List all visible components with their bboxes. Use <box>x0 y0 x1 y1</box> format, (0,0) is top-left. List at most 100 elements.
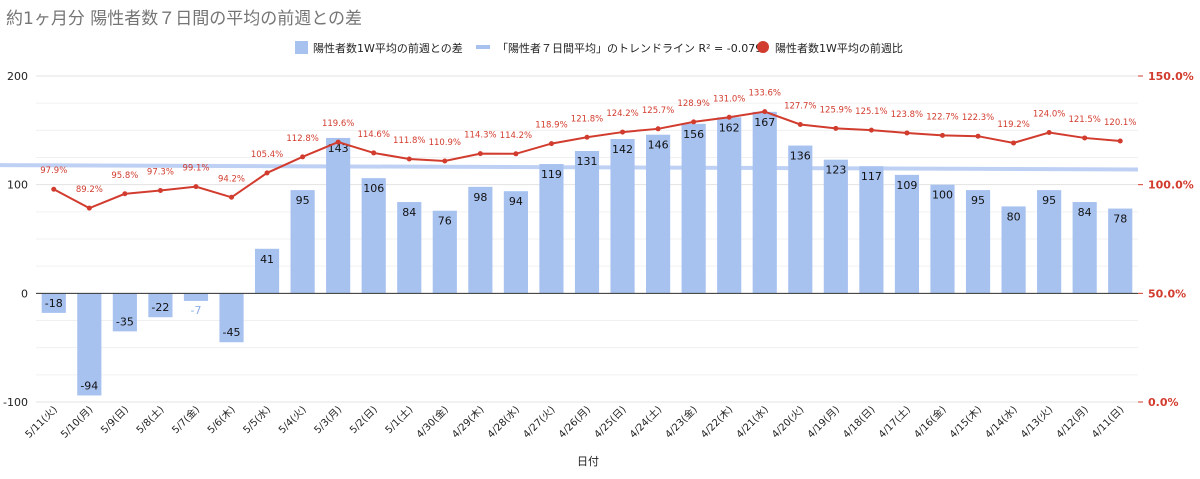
legend-swatch-bar <box>295 41 308 54</box>
ratio-value-label: 124.0% <box>1033 110 1065 120</box>
bar <box>77 293 102 396</box>
bar <box>930 184 955 294</box>
ratio-point <box>193 184 199 190</box>
bar <box>646 134 671 294</box>
ratio-line-series <box>51 109 1123 211</box>
ratio-value-label: 110.9% <box>429 138 461 148</box>
x-tick-label: 4/30(金) <box>413 403 451 441</box>
bar-value-label: -18 <box>45 297 63 310</box>
bar-value-label: 117 <box>861 170 882 183</box>
right-tick-label: 150.0% <box>1148 70 1194 83</box>
ratio-value-label: 94.2% <box>218 174 245 184</box>
bar-value-label: 98 <box>473 191 487 204</box>
bar <box>681 123 706 294</box>
ratio-point <box>833 125 839 131</box>
bar-value-label: 94 <box>509 195 523 208</box>
x-tick-label: 4/17(土) <box>875 403 913 441</box>
ratio-value-label: 99.1% <box>182 164 209 174</box>
x-axis-ticks: 5/11(火) 5/10(月) 5/9(日) 5/8(土) 5/7(金) 5/6(木) 5/… <box>23 403 1126 441</box>
bar-value-label: 162 <box>719 121 740 134</box>
ratio-value-label: 125.9% <box>820 105 852 115</box>
ratio-value-label: 125.1% <box>855 107 887 117</box>
x-tick-label: 4/27(火) <box>521 404 558 441</box>
bar-value-label: -94 <box>80 379 98 392</box>
legend-swatch-trendline <box>476 45 490 49</box>
ratio-value-label: 114.3% <box>464 131 496 141</box>
trendline <box>0 163 1139 172</box>
ratio-value-label: 114.2% <box>500 131 532 141</box>
x-tick-label: 5/4(火) <box>276 404 309 437</box>
ratio-point <box>620 129 626 135</box>
x-tick-label: 4/20(火) <box>769 404 806 441</box>
bar-value-label: -7 <box>190 304 201 317</box>
ratio-value-label: 95.8% <box>111 171 138 181</box>
ratio-value-label: 105.4% <box>251 150 283 160</box>
x-tick-label: 5/7(金) <box>169 403 202 436</box>
bar-value-label: 156 <box>683 128 704 141</box>
bar <box>1037 190 1062 294</box>
ratio-point <box>442 158 448 164</box>
ratio-point <box>691 119 697 125</box>
bar <box>752 111 777 294</box>
ratio-point <box>86 205 92 211</box>
bar <box>610 139 635 294</box>
x-tick-label: 5/11(火) <box>23 404 60 441</box>
x-axis-label: 日付 <box>577 455 599 468</box>
bar-value-label: 41 <box>260 253 274 266</box>
x-tick-label: 5/2(日) <box>348 404 380 436</box>
x-tick-label: 4/19(月) <box>805 404 842 441</box>
ratio-value-label: 89.2% <box>76 185 103 195</box>
bar-value-label: 84 <box>402 206 416 219</box>
ratio-value-label: 112.8% <box>286 134 318 144</box>
x-tick-label: 4/28(水) <box>485 404 522 441</box>
ratio-value-label: 128.9% <box>677 99 709 109</box>
ratio-point <box>264 170 270 176</box>
x-tick-label: 4/23(金) <box>662 403 700 441</box>
ratio-point <box>1046 130 1052 136</box>
ratio-value-label: 124.2% <box>606 109 638 119</box>
bar-value-label: -45 <box>223 326 241 339</box>
ratio-value-label: 111.8% <box>393 136 425 146</box>
x-tick-label: 4/25(日) <box>592 404 628 440</box>
ratio-value-label: 121.5% <box>1068 115 1100 125</box>
bar <box>148 293 173 318</box>
x-tick-label: 5/8(土) <box>133 403 166 436</box>
ratio-point <box>1011 140 1017 146</box>
left-tick-label: 0 <box>21 287 28 300</box>
x-tick-label: 4/15(木) <box>947 404 984 441</box>
bar-series <box>41 111 1133 396</box>
ratio-value-label: 114.6% <box>357 130 389 140</box>
ratio-value-label: 125.7% <box>642 106 674 116</box>
x-tick-label: 4/22(木) <box>698 404 735 441</box>
bar <box>397 202 422 294</box>
x-tick-label: 5/1(土) <box>382 403 415 436</box>
chart-title: 約1ヶ月分 陽性者数７日間の平均の前週との差 <box>6 9 362 29</box>
bar <box>823 159 848 294</box>
ratio-point <box>655 126 661 132</box>
left-axis-ticks: -100 0 100 200 <box>3 70 28 409</box>
bar <box>219 293 244 343</box>
ratio-point <box>762 109 768 115</box>
bar <box>539 164 564 294</box>
ratio-value-label: 131.0% <box>713 94 745 104</box>
ratio-point <box>51 186 57 192</box>
x-tick-label: 4/24(土) <box>627 403 665 441</box>
ratio-value-label: 119.2% <box>997 120 1029 130</box>
ratio-point <box>157 188 163 194</box>
bar-value-label: 95 <box>296 194 310 207</box>
legend-label-bar: 陽性者数1W平均の前週との差 <box>313 41 463 55</box>
bar <box>503 191 528 294</box>
bar <box>1072 202 1097 294</box>
ratio-point <box>406 156 412 162</box>
bar-value-label: 142 <box>612 143 633 156</box>
bar <box>859 166 884 294</box>
x-tick-label: 4/29(木) <box>450 404 487 441</box>
right-axis-ticks: 0.0% 50.0% 100.0% 150.0% <box>1138 70 1194 409</box>
ratio-point <box>229 194 235 200</box>
x-tick-label: 4/14(水) <box>983 404 1020 441</box>
ratio-point <box>584 134 590 140</box>
ratio-value-label: 120.1% <box>1104 118 1136 128</box>
ratio-value-labels: 97.9% 89.2% 95.8% 97.3% 99.1% 94.2% 105.4%112.… <box>40 89 1136 195</box>
left-tick-label: -100 <box>3 396 28 409</box>
